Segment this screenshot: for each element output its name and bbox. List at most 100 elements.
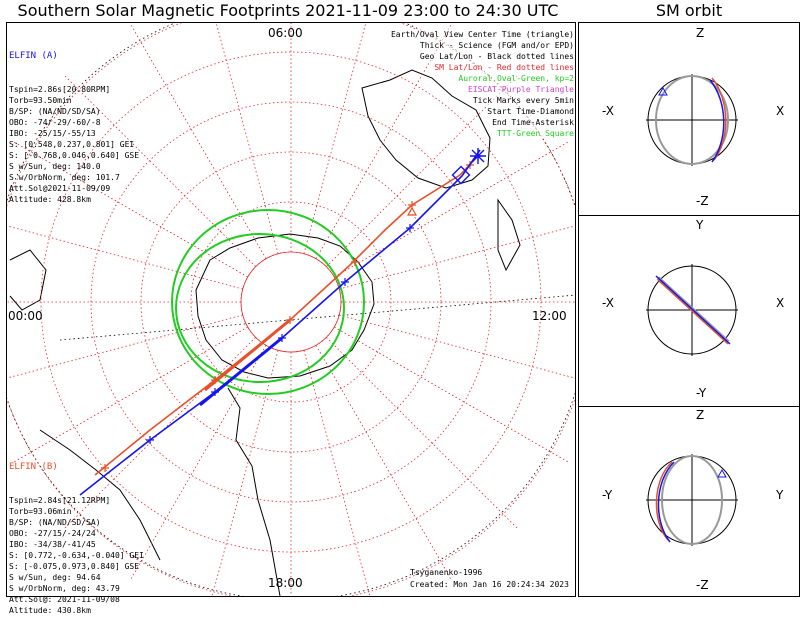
legend-entry: Geo Lat/Lon - Black dotted lines [419,51,574,62]
legend-entry: TTT-Green Square [496,128,574,139]
elfin-b-info-line: S: [-0.075,0.973,0.840] GSE [9,562,140,571]
elfin-a-info-line: Torb=93.50min [9,96,72,105]
elfin-b-info-line: S w/OrbNorm, deg: 43.79 [9,584,120,593]
elfin-a-info-line: S w/Sun, deg: 140.0 [9,162,101,171]
elfin-b-info-line: S w/Sun, deg: 94.64 [9,573,101,582]
sm-radial-line [303,23,367,254]
elfin-a-info-line: Att.Sol@2021-11-09/09 [9,184,111,193]
elfin-a-info-line: OBO: -74/-29/-60/-8 [9,118,101,127]
geo-grid [7,23,575,596]
sm-radial-line [64,337,256,529]
sm-radial-line [315,345,452,580]
mlt-label-top: 06:00 [268,26,303,40]
legend-entry: Earth/Oval View Center Time (triangle) [390,29,574,40]
elfin-b-tick-mark [351,258,359,266]
elfin-a-start-diamond [451,165,471,185]
orbit2-top-label: Y [696,218,704,232]
elfin-a-tick-mark [341,278,349,286]
newzealand-outline [497,198,521,272]
elfin-b-info-line: B/SP: (NA/ND/SD/SA) [9,518,101,527]
elfin-a-info: ELFIN (A) Tspin=2.86s[20.80RPM] Torb=93.5… [9,29,139,216]
sm-radial-line [13,141,248,278]
model-label: Tsyganenko-1996 [410,568,483,577]
elfin-a-tick-mark [211,388,219,396]
auroral-oval [171,209,365,395]
sm-radial-line [211,350,279,596]
sm-radial-line [13,326,248,463]
africa-outline [39,429,161,561]
elfin-b-view-center-triangle [406,206,418,216]
sm-radial-line [130,345,267,580]
sm-radial-line [130,24,267,259]
mlt-label-bottom: 18:00 [268,576,303,590]
mlt-label-left: 00:00 [8,309,43,323]
antarctica-outline [195,233,375,379]
mlt-label-right: 12:00 [532,309,567,323]
orbit3-bottom-label: -Z [696,578,709,592]
elfin-b-info-line: Tspin=2.84s[21.12RPM] [9,496,111,505]
orbit-panel-3 [646,454,738,546]
orbit3-right-label: Y [776,488,784,502]
plot-title: Southern Solar Magnetic Footprints 2021-… [17,1,559,20]
orbit-panel-1 [646,74,738,166]
south-america-outline [227,387,281,596]
elfin-a-info-line: IBO: -25/15/-55/13 [9,129,96,138]
sm-radial-line [339,314,575,379]
elfin-a-info-line: S w/OrbNorm, deg: 101.7 [9,173,120,182]
elfin-b-info: ELFIN (B) Tspin=2.84s[21.12RPM] Torb=93.0… [9,440,144,627]
legend: Earth/Oval View Center Time (triangle) Th… [390,29,574,139]
orbit-panel-2 [646,264,738,356]
coastlines [9,69,521,596]
elfin-a-tick-mark [278,334,286,342]
orbit2-left-label: -X [602,296,614,310]
orbit1-bottom-label: -Z [696,194,709,208]
elfin-b-tick-mark [211,376,219,384]
orbit1-right-label: X [776,104,785,118]
elfin-b-info-line: IBO: -34/38/-41/45 [9,540,96,549]
sm-radial-line [64,75,256,267]
elfin-a-info-line: Tspin=2.86s[20.80RPM] [9,85,111,94]
orbit2-right-label: X [776,296,785,310]
elfin-a-tick-mark [146,436,154,444]
created-label: Created: Mon Jan 16 20:24:34 2023 [410,580,569,589]
elfin-b-track [94,155,479,476]
sm-radial-line [326,337,518,529]
elfin-a-tick-mark [406,224,414,232]
orbit-title: SM orbit [655,1,723,20]
legend-entry: Auroral Oval-Green, kp=2 [458,73,574,84]
legend-entry: Tick Marks every 5min [472,95,574,106]
elfin-a-info-line: B/SP: (NA/ND/SD/SA) [9,107,101,116]
elfin-a-info-line: S: [-0.768,0.046,0.640] GSE [9,151,140,160]
orbit3-left-label: -Y [602,488,613,502]
sm-pole-circles [240,251,342,353]
orbit1-top-label: Z [696,26,705,40]
sm-radial-line [334,326,569,463]
elfin-b-info-line: S: [0.772,-0.634,-0.040] GEI [9,551,144,560]
elfin-b-info-line: Altitude: 430.8km [9,606,91,615]
sm-radial-line [326,75,518,267]
map-area [7,23,575,596]
sm-radial-line [7,314,243,379]
elfin-a-info-line: S: [0.548,0.237,0.801] GEI [9,140,135,149]
map-frame [6,22,576,597]
elfin-a-end-asterisk [470,148,486,164]
legend-entry: Start Time-Diamond [487,106,574,117]
legend-entry: End Time-Asterisk [492,117,574,128]
orbit1-left-label: -X [602,104,614,118]
elfin-b-info-line: OBO: -27/15/-24/24 [9,529,96,538]
sm-radial-line [303,350,371,596]
australia-outline [361,69,491,189]
elfin-a-track [79,148,486,496]
sm-grid [7,23,575,596]
elfin-b-tick-mark [101,464,109,472]
legend-entry: Thick - Science (FGM and/or EPD) [419,40,574,51]
elfin-b-tick-mark [286,316,294,324]
elfin-a-info-line: Altitude: 428.8km [9,195,91,204]
sm-radial-line [334,141,569,278]
sm-radial-line [339,225,575,290]
legend-entry: SM Lat/Lon - Red dotted lines [434,62,574,73]
sm-radial-line [7,225,243,290]
southern-africa-outline [9,249,47,311]
elfin-a-name: ELFIN (A) [9,51,58,61]
elfin-b-info-line: Torb=93.06min [9,507,72,516]
